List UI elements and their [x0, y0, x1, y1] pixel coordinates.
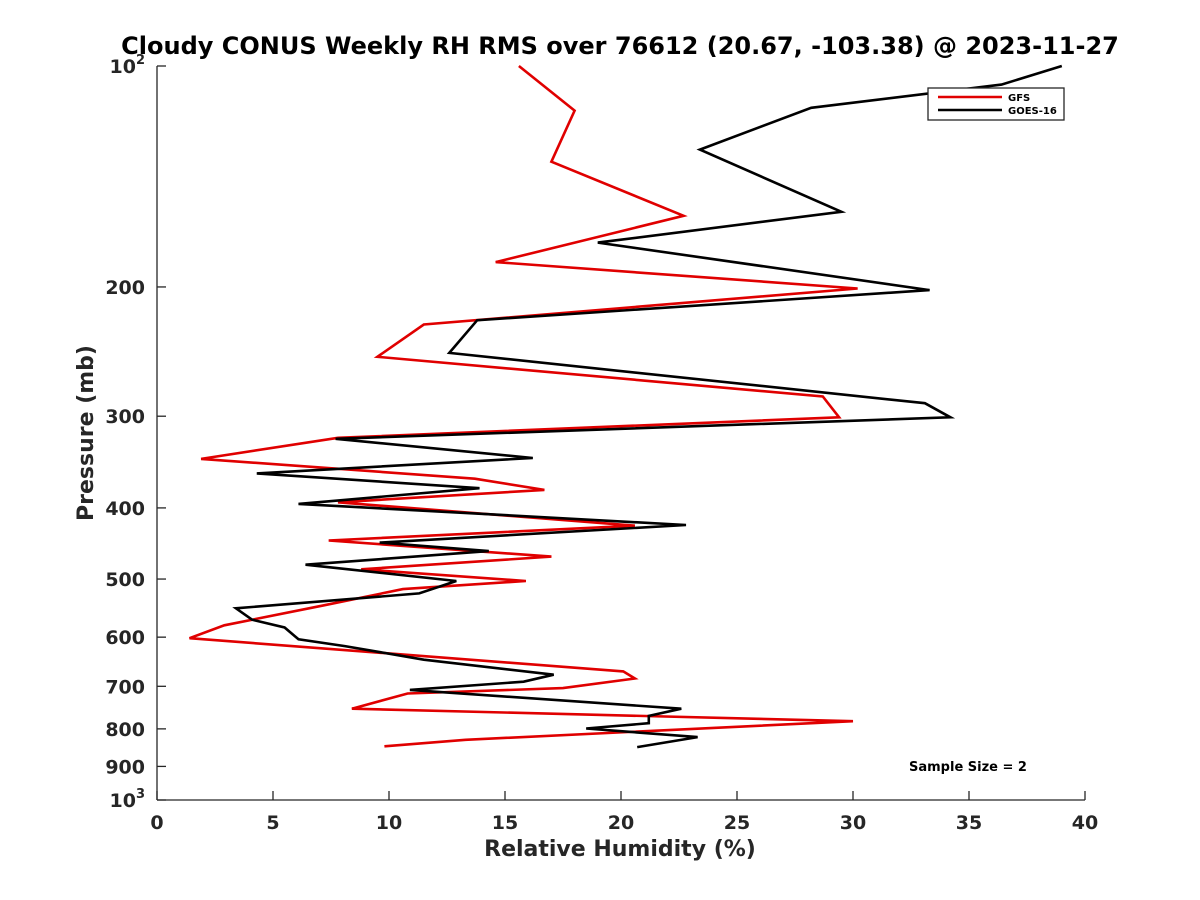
y-tick-label: 102 [110, 53, 146, 78]
sample-size-annotation: Sample Size = 2 [909, 760, 1027, 775]
y-tick-label-base: 10 [110, 790, 136, 812]
y-tick-label: 800 [105, 719, 145, 741]
y-tick-label-base: 900 [105, 756, 145, 778]
y-tick-label-base: 500 [105, 569, 145, 591]
y-tick-label: 103 [110, 787, 146, 812]
series-line-goes-16 [232, 64, 1063, 749]
y-tick-label-base: 400 [105, 498, 145, 520]
legend-box [927, 87, 1065, 121]
x-tick-label: 30 [840, 812, 866, 834]
y-tick-label-base: 200 [105, 277, 145, 299]
x-tick-label: 25 [724, 812, 750, 834]
y-tick-label: 900 [105, 756, 145, 778]
y-tick-label-base: 10 [110, 56, 136, 78]
x-tick-label: 10 [376, 812, 402, 834]
y-tick-label: 200 [105, 277, 145, 299]
legend-label: GOES-16 [1008, 106, 1057, 117]
x-tick-label: 35 [956, 812, 982, 834]
series-group [189, 64, 1063, 749]
x-axis-label: Relative Humidity (%) [484, 837, 756, 862]
legend: GFS GOES-16 [927, 87, 1065, 121]
y-tick-label-base: 700 [105, 676, 145, 698]
x-tick-label: 40 [1072, 812, 1098, 834]
y-tick-label-exponent: 3 [136, 787, 145, 802]
x-tick-label: 0 [150, 812, 163, 834]
y-tick-label-exponent: 2 [136, 53, 145, 68]
y-tick-label-base: 600 [105, 627, 145, 649]
plot-area [156, 66, 1085, 801]
y-tick-label: 700 [105, 676, 145, 698]
x-tick-label: 5 [266, 812, 279, 834]
y-tick-label: 400 [105, 498, 145, 520]
y-tick-label-base: 300 [105, 406, 145, 428]
chart-title: Cloudy CONUS Weekly RH RMS over 76612 (2… [121, 32, 1119, 60]
y-tick-label: 300 [105, 406, 145, 428]
series-line-gfs [189, 64, 858, 748]
y-axis-label: Pressure (mb) [74, 345, 99, 521]
x-tick-label: 15 [492, 812, 518, 834]
y-tick-label-base: 800 [105, 719, 145, 741]
y-tick-label: 600 [105, 627, 145, 649]
x-tick-label: 20 [608, 812, 634, 834]
x-axis: 0 5 10 15 20 25 30 35 40 [150, 791, 1098, 834]
y-tick-label: 500 [105, 569, 145, 591]
legend-label: GFS [1008, 93, 1030, 104]
